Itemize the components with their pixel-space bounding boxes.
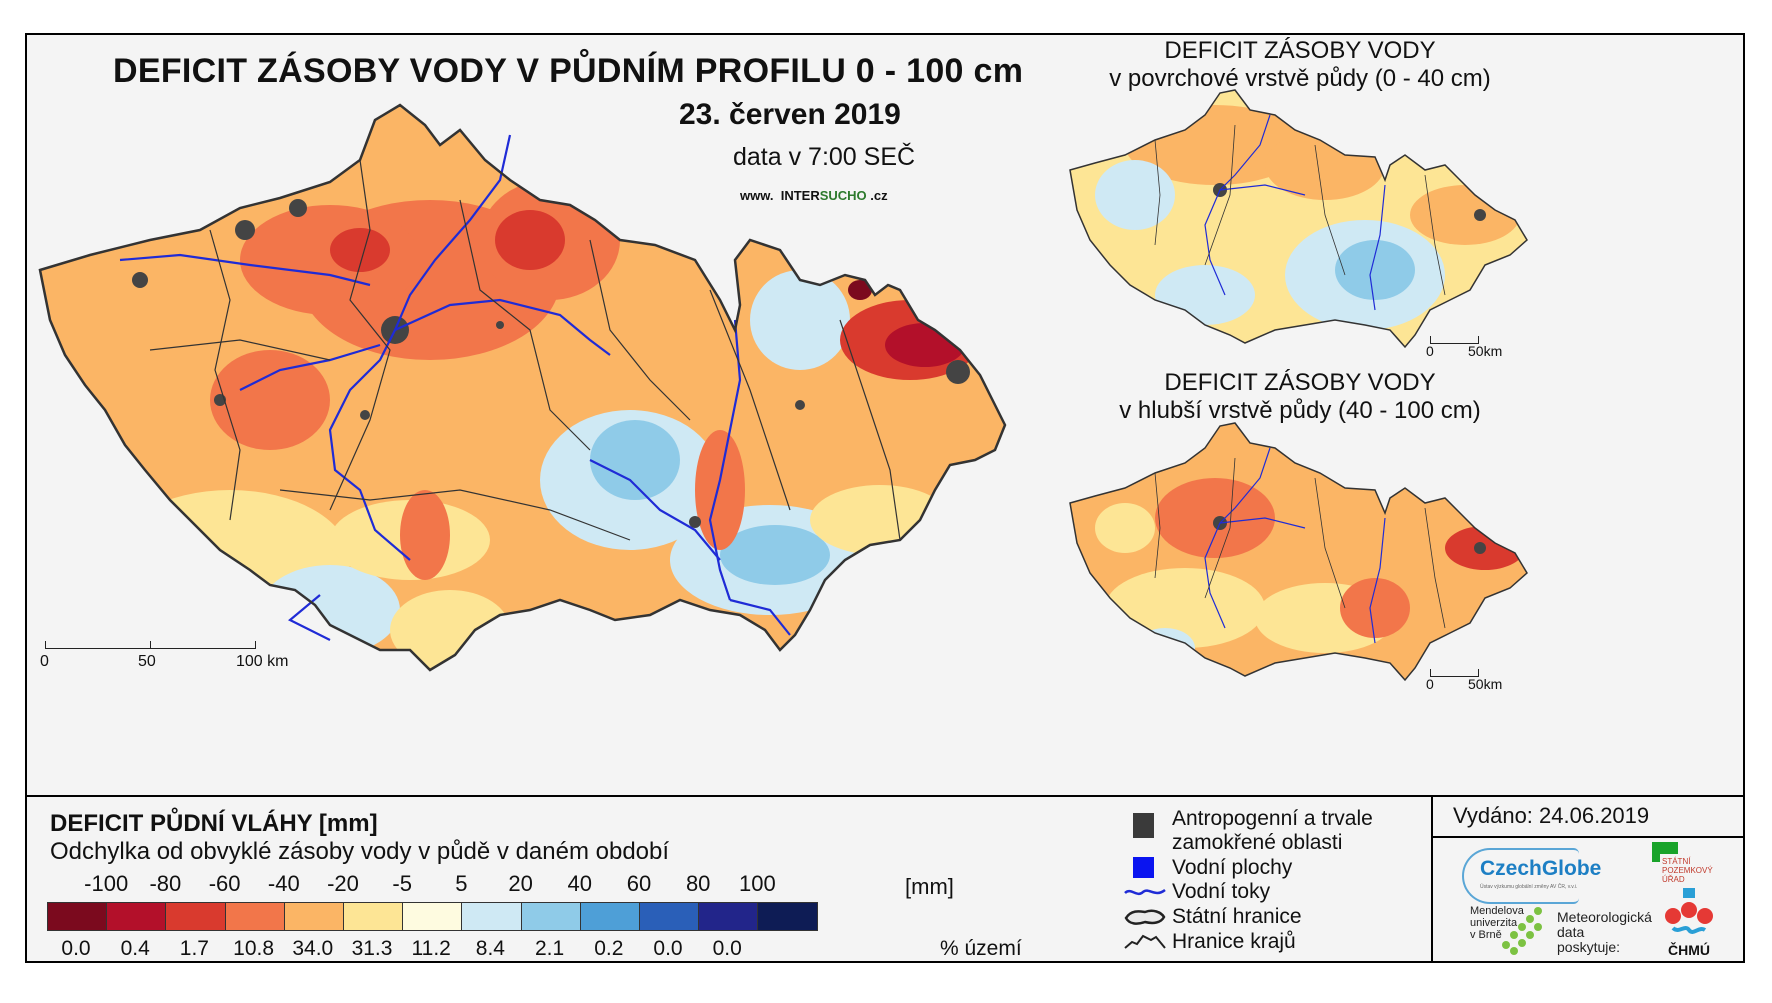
mendel-logo-dots <box>1502 907 1542 955</box>
legend-color-box <box>520 902 581 931</box>
legend-percent-label: 34.0 <box>292 937 334 960</box>
legend-color-box <box>639 902 700 931</box>
legend-break-label: -100 <box>84 871 129 896</box>
legend-percent-label: 0.2 <box>594 937 624 960</box>
inset-top-map <box>1069 89 1528 348</box>
legend-color-box <box>343 902 404 931</box>
legend-percent-label: 10.8 <box>233 937 275 960</box>
legend-unit: [mm] <box>905 874 954 899</box>
legend-pct-unit: % území <box>940 937 1022 960</box>
legend-percent-label: 2.1 <box>534 937 565 960</box>
legend-percent-label: 0.4 <box>120 937 150 960</box>
legend-break-label: -20 <box>327 871 359 896</box>
legend-color-box <box>224 902 285 931</box>
legend-break-label: 60 <box>626 871 652 896</box>
legend-break-label: 100 <box>739 871 776 896</box>
czechglobe-subtext: Ústav výzkumu globální změny AV ČR, v.v.… <box>1480 884 1578 890</box>
legend-break-label: 40 <box>567 871 593 896</box>
legend-color-box <box>47 902 108 931</box>
mendel-logo-text: Mendelova univerzita v Brně <box>1470 905 1524 941</box>
footer-divider <box>1431 797 1433 961</box>
main-map-data-time: data v 7:00 SEČ <box>733 143 916 171</box>
czechglobe-logo-text: CzechGlobe <box>1480 857 1602 880</box>
legend-percent-label: 1.7 <box>179 937 209 960</box>
issued-date: Vydáno: 24.06.2019 <box>1453 803 1650 828</box>
legend-break-label: 80 <box>685 871 711 896</box>
issued-divider <box>1431 836 1743 838</box>
spu-logo-text: STÁTNÍ POZEMKOVÝ ÚŘAD <box>1662 857 1713 884</box>
state-border-label: Státní hranice <box>1172 905 1302 928</box>
legend-break-label: -40 <box>267 871 300 896</box>
czechglobe-logo <box>1462 848 1579 904</box>
legend-percent-label: 0.0 <box>653 937 683 960</box>
anthropogenic-label-1: Antropogenní a trvale <box>1172 807 1373 830</box>
river-label: Vodní toky <box>1172 880 1271 903</box>
legend-title: DEFICIT PŮDNÍ VLÁHY [mm] <box>50 810 378 837</box>
anthropogenic-label-2: zamokřené oblasti <box>1172 831 1343 854</box>
main-map-title: DEFICIT ZÁSOBY VODY V PŮDNÍM PROFILU 0 -… <box>113 52 1024 90</box>
legend-percent-label: 11.2 <box>411 937 451 960</box>
legend-break-label: -5 <box>392 871 412 896</box>
spu-logo-stem <box>1652 842 1660 862</box>
region-border-symbol <box>1124 934 1166 949</box>
legend-color-box <box>698 902 759 931</box>
legend-color-box <box>461 902 522 931</box>
inset-top-title: DEFICIT ZÁSOBY VODY v povrchové vrstvě p… <box>1109 37 1491 92</box>
legend-divider <box>27 795 1743 797</box>
legend-percent-label: 0.0 <box>712 937 742 960</box>
meteo-data-text: Meteorologická data poskytuje: <box>1557 909 1652 955</box>
legend-color-box <box>757 902 818 931</box>
legend-color-box <box>402 902 463 931</box>
inset-bottom-title: DEFICIT ZÁSOBY VODY v hlubší vrstvě půdy… <box>1119 369 1481 424</box>
legend-percent-label: 31.3 <box>351 937 393 960</box>
legend-color-box <box>579 902 640 931</box>
anthropogenic-area-symbol <box>1133 813 1154 838</box>
legend-break-label: 5 <box>455 871 468 896</box>
main-map <box>38 103 1007 672</box>
legend-percent-label: 0.0 <box>61 937 91 960</box>
water-body-symbol <box>1133 857 1154 878</box>
intersucho-url: www. INTERSUCHO .cz <box>740 188 888 203</box>
legend-break-label: -80 <box>149 871 182 896</box>
legend-color-box <box>165 902 226 931</box>
chmu-logo <box>1665 888 1713 934</box>
legend-percent-label: 8.4 <box>475 937 505 960</box>
main-map-date: 23. červen 2019 <box>679 98 901 131</box>
legend-break-label: -60 <box>208 871 241 896</box>
river-symbol <box>1124 888 1166 896</box>
legend-subtitle: Odchylka od obvyklé zásoby vody v půdě v… <box>50 838 670 865</box>
state-border-symbol <box>1124 909 1166 925</box>
legend-color-box <box>283 902 344 931</box>
chmu-logo-text: ČHMÚ <box>1668 942 1710 958</box>
legend-break-label: 20 <box>508 871 533 896</box>
inset-bottom-map <box>1069 422 1528 681</box>
legend-color-box <box>106 902 167 931</box>
water-body-label: Vodní plochy <box>1172 856 1293 879</box>
region-border-label: Hranice krajů <box>1172 930 1296 953</box>
